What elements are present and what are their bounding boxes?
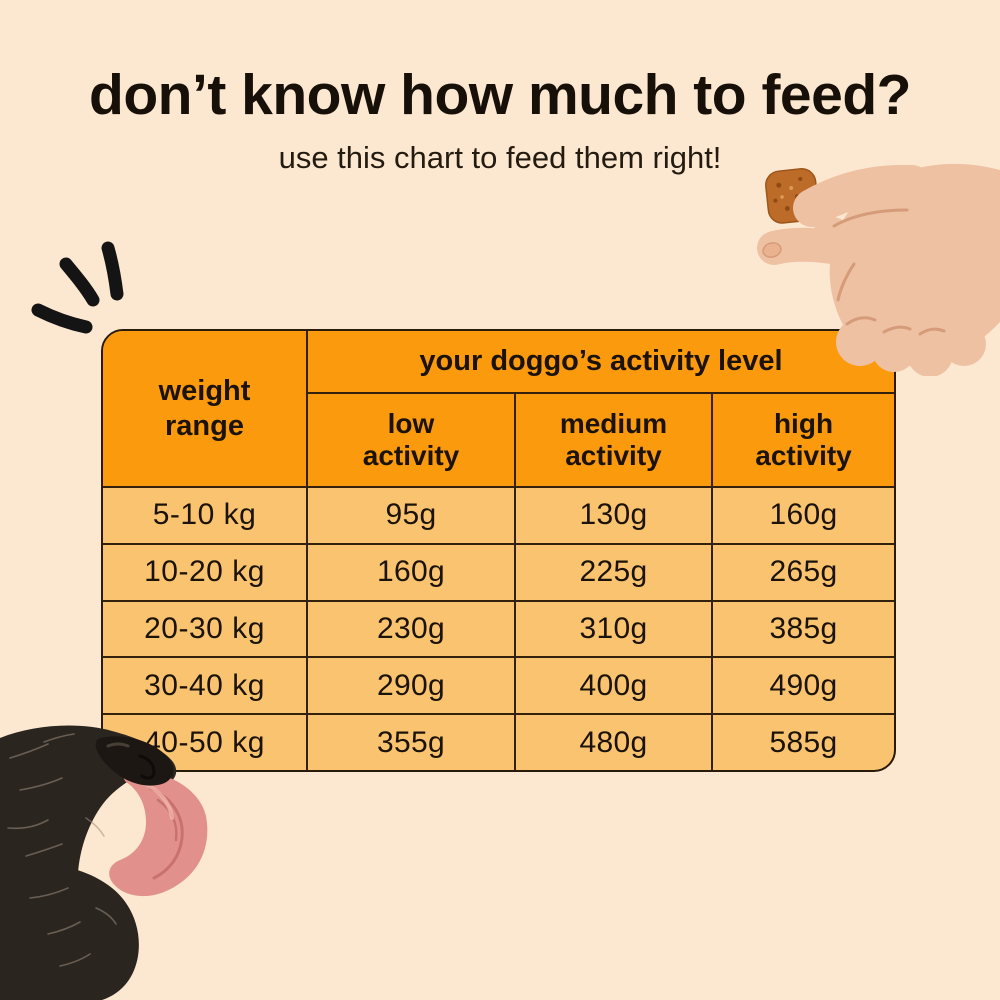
table-cell-high: 490g (711, 656, 894, 714)
table-cell-low: 355g (306, 713, 514, 770)
hand-with-treat-image (757, 163, 1000, 376)
feeding-chart-table: weight range your doggo’s activity level… (101, 329, 896, 772)
table-cell-medium: 480g (514, 713, 711, 770)
activity-level-group-header: your doggo’s activity level (306, 331, 894, 392)
table-cell-low: 290g (306, 656, 514, 714)
table-cell-medium: 225g (514, 542, 711, 600)
column-header-low-activity: low activity (306, 392, 514, 486)
table-row-weight: 20-30 kg (103, 599, 306, 657)
table-row-weight: 10-20 kg (103, 542, 306, 600)
table-cell-high: 585g (711, 713, 894, 770)
table-cell-high: 265g (711, 542, 894, 600)
column-header-medium-activity: medium activity (514, 392, 711, 486)
table-cell-medium: 130g (514, 486, 711, 543)
page-subtitle: use this chart to feed them right! (278, 140, 722, 175)
table-cell-medium: 400g (514, 656, 711, 714)
table-row-weight: 40-50 kg (103, 713, 306, 770)
table-cell-low: 95g (306, 486, 514, 543)
table-row-weight: 30-40 kg (103, 656, 306, 713)
table-cell-medium: 310g (514, 599, 711, 657)
weight-range-header: weight range (103, 331, 306, 486)
thumbnail (762, 242, 782, 258)
emphasis-strokes-icon (31, 241, 124, 334)
table-row-weight: 5-10 kg (103, 486, 306, 543)
dog-nose-image (0, 725, 208, 1000)
table-cell-high: 160g (711, 486, 894, 543)
table-cell-high: 385g (711, 599, 894, 657)
table-cell-low: 160g (306, 542, 514, 600)
page-title: don’t know how much to feed? (89, 63, 911, 127)
column-header-high-activity: high activity (711, 392, 894, 486)
table-cell-low: 230g (306, 599, 514, 657)
